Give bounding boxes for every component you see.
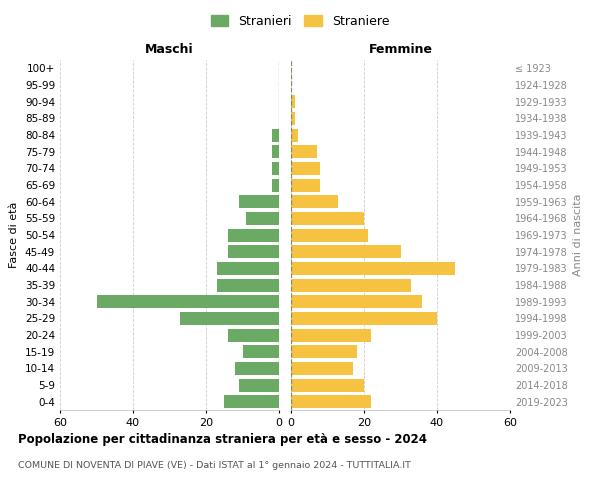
Text: Popolazione per cittadinanza straniera per età e sesso - 2024: Popolazione per cittadinanza straniera p…	[18, 432, 427, 446]
Title: Maschi: Maschi	[145, 43, 194, 56]
Bar	[272, 162, 279, 175]
Bar	[291, 112, 295, 125]
Bar	[291, 378, 364, 392]
Y-axis label: Anni di nascita: Anni di nascita	[573, 194, 583, 276]
Bar	[228, 228, 279, 241]
Bar	[291, 395, 371, 408]
Bar	[291, 262, 455, 275]
Bar	[272, 178, 279, 192]
Legend: Stranieri, Straniere: Stranieri, Straniere	[207, 11, 393, 32]
Bar	[291, 295, 422, 308]
Bar	[228, 245, 279, 258]
Bar	[291, 162, 320, 175]
Y-axis label: Fasce di età: Fasce di età	[10, 202, 19, 268]
Bar	[272, 128, 279, 141]
Bar	[217, 278, 279, 291]
Bar	[291, 362, 353, 375]
Bar	[291, 212, 364, 225]
Bar	[291, 312, 437, 325]
Bar	[228, 328, 279, 342]
Bar	[291, 228, 368, 241]
Bar	[291, 245, 401, 258]
Bar	[97, 295, 279, 308]
Bar	[291, 345, 357, 358]
Bar	[235, 362, 279, 375]
Bar	[224, 395, 279, 408]
Bar	[242, 345, 279, 358]
Text: COMUNE DI NOVENTA DI PIAVE (VE) - Dati ISTAT al 1° gennaio 2024 - TUTTITALIA.IT: COMUNE DI NOVENTA DI PIAVE (VE) - Dati I…	[18, 461, 411, 470]
Bar	[291, 278, 412, 291]
Bar	[239, 195, 279, 208]
Bar	[291, 95, 295, 108]
Bar	[291, 195, 338, 208]
Bar	[291, 128, 298, 141]
Bar	[217, 262, 279, 275]
Bar	[291, 145, 317, 158]
Bar	[181, 312, 279, 325]
Bar	[239, 378, 279, 392]
Bar	[291, 178, 320, 192]
Title: Femmine: Femmine	[368, 43, 433, 56]
Bar	[272, 145, 279, 158]
Bar	[246, 212, 279, 225]
Bar	[291, 328, 371, 342]
